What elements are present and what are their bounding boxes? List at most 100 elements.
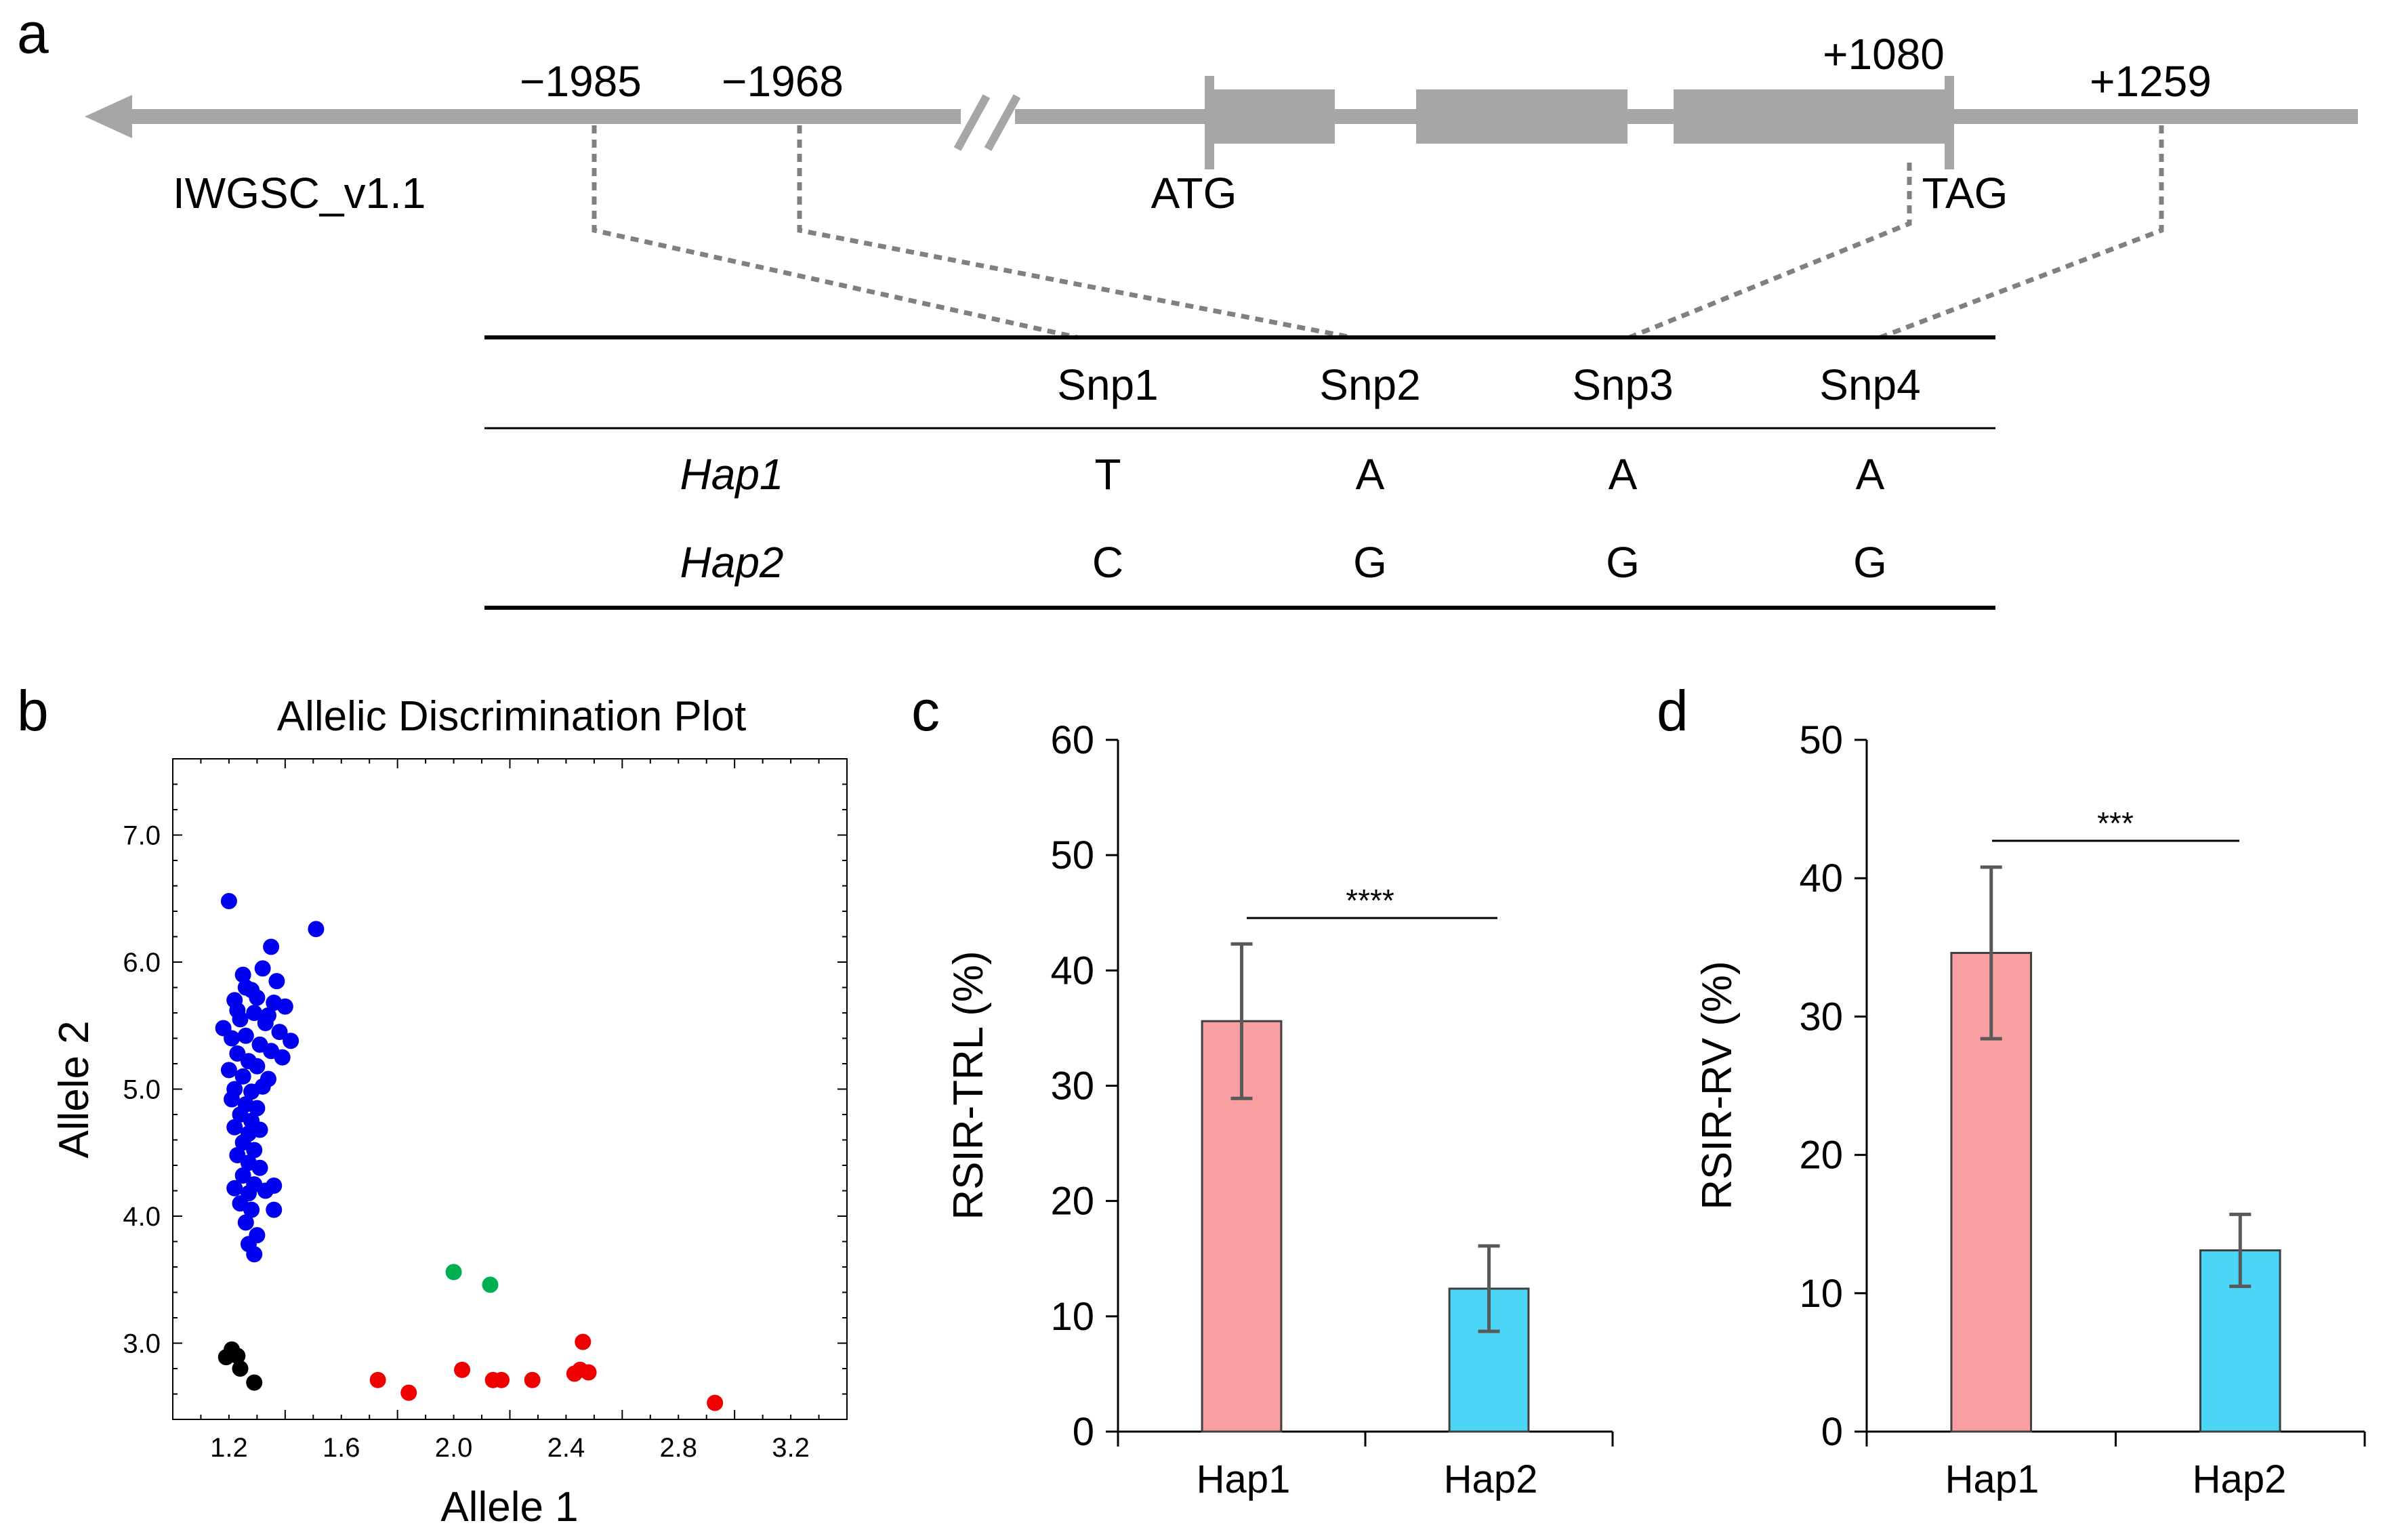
bar-c-y-tick-labels: 0 10 20 30 40 50 60 (1050, 718, 1094, 1454)
scatter-x-axis-label: Allele 1 (440, 1484, 578, 1531)
x-tick-label: 2.0 (435, 1433, 473, 1463)
scatter-plot-frame (172, 758, 848, 1420)
x-tick-label: Hap1 (1945, 1457, 2039, 1501)
y-tick-label: 50 (1799, 718, 1843, 762)
blue-genotype-point (226, 1119, 243, 1136)
scatter-y-axis-label: Allele 2 (51, 1020, 98, 1158)
panel-a: a IWGSC_v1.1 −1985 −1968 +1080 +1259 ATG… (17, 1, 2358, 610)
blue-genotype-point (246, 1246, 263, 1263)
blue-genotype-point (251, 1159, 268, 1176)
snp-connectors (592, 125, 2164, 340)
y-tick-label: 10 (1799, 1272, 1843, 1316)
blue-genotype-point (274, 1049, 291, 1066)
black-genotype-point (229, 1348, 246, 1365)
blue-genotype-point (229, 1002, 246, 1019)
position-label-2: −1968 (722, 57, 844, 106)
table-cell: G (1853, 538, 1887, 587)
green-genotype-point (482, 1276, 499, 1293)
y-tick-label: 20 (1050, 1180, 1094, 1224)
panel-d: d 0 10 20 30 40 50 *** Hap1 Hap2 RSIR-RV… (1657, 679, 2366, 1501)
y-tick-label: 40 (1799, 856, 1843, 900)
axis-break-mark-1 (953, 94, 991, 151)
error-bar-hap2 (2229, 1212, 2252, 1289)
panel-a-label: a (17, 1, 49, 65)
error-bar-hap1 (1980, 865, 2002, 1041)
scatter-x-tick-labels: 1.2 1.6 2.0 2.4 2.8 3.2 (210, 1433, 810, 1463)
bar-c-ticks (1106, 738, 1614, 1447)
axis-break-mark-2 (984, 94, 1021, 151)
orientation-arrow (85, 95, 132, 138)
table-header-cell: Snp2 (1319, 360, 1420, 409)
table-cell: G (1353, 538, 1387, 587)
blue-genotype-point (234, 1167, 251, 1184)
snp1-connector (592, 125, 1078, 340)
y-tick-label: 0 (1821, 1410, 1843, 1454)
scatter-ticks (172, 758, 848, 1420)
x-tick-label: 1.2 (210, 1433, 248, 1463)
table-cell: T (1094, 450, 1121, 499)
blue-genotype-point (246, 1142, 263, 1159)
y-tick-label: 50 (1050, 833, 1094, 877)
table-header-cell: Snp3 (1572, 360, 1673, 409)
blue-genotype-point (268, 973, 285, 990)
y-tick-label: 0 (1073, 1410, 1094, 1454)
y-tick-label: 30 (1799, 995, 1843, 1039)
reference-label: IWGSC_v1.1 (173, 169, 426, 217)
blue-genotype-point (249, 989, 266, 1006)
panel-c-label: c (911, 679, 940, 743)
error-bar-hap2 (1478, 1244, 1500, 1333)
x-tick-label: Hap1 (1197, 1457, 1291, 1501)
red-genotype-point (369, 1371, 386, 1388)
y-tick-label: 40 (1050, 949, 1094, 993)
blue-genotype-point (260, 1007, 276, 1024)
error-bar-hap1 (1230, 942, 1253, 1100)
red-genotype-point (707, 1394, 724, 1411)
blue-genotype-point (246, 1005, 263, 1021)
blue-genotype-point (263, 938, 280, 955)
haplotype-table: Snp1 Snp2 Snp3 Snp4 Hap1 T A A A Hap2 C … (484, 335, 1995, 610)
snp2-connector (797, 125, 1352, 340)
x-tick-label: 2.8 (659, 1433, 697, 1463)
blue-genotype-point (271, 1024, 288, 1041)
position-label-3: +1080 (1823, 30, 1945, 79)
x-tick-label: Hap2 (2193, 1457, 2287, 1501)
scatter-y-tick-labels: 3.0 4.0 5.0 6.0 7.0 (123, 821, 161, 1359)
table-row-name: Hap1 (680, 450, 784, 499)
blue-genotype-point (234, 966, 251, 983)
panel-b-label: b (17, 679, 49, 743)
table-cell: A (1609, 450, 1638, 499)
black-genotype-point (246, 1374, 263, 1391)
table-row-name: Hap2 (680, 538, 784, 587)
blue-genotype-point (266, 1201, 283, 1218)
red-genotype-point (580, 1364, 597, 1381)
position-label-4: +1259 (2090, 57, 2212, 106)
bar-d-y-tick-labels: 0 10 20 30 40 50 (1799, 718, 1843, 1454)
y-tick-label: 10 (1050, 1295, 1094, 1339)
green-genotype-point (445, 1264, 462, 1281)
snp3-connector (1628, 163, 1912, 340)
blue-genotype-point (249, 1058, 266, 1075)
panel-b: b Allelic Discrimination Plot 1.2 1.6 2.… (17, 679, 848, 1531)
exon-2 (1416, 89, 1628, 144)
blue-genotype-point (234, 1068, 251, 1085)
scatter-points (215, 893, 724, 1411)
significance-label: *** (2097, 806, 2134, 841)
blue-genotype-point (224, 1030, 241, 1047)
x-tick-label: 3.2 (772, 1433, 810, 1463)
table-cell: C (1092, 538, 1123, 587)
blue-genotype-point (226, 1180, 243, 1196)
table-cell: G (1606, 538, 1640, 587)
blue-genotype-point (308, 921, 325, 938)
table-cell: A (1356, 450, 1385, 499)
tag-label: TAG (1922, 169, 2008, 217)
blue-genotype-point (254, 960, 271, 977)
blue-genotype-point (220, 893, 237, 909)
x-tick-label: Hap2 (1444, 1457, 1538, 1501)
blue-genotype-point (249, 1100, 266, 1117)
bar-d-y-axis-label: RSIR-RV (%) (1694, 961, 1741, 1209)
blue-genotype-point (243, 1201, 260, 1218)
blue-genotype-point (283, 1033, 299, 1049)
red-genotype-point (454, 1361, 471, 1378)
table-cell: A (1856, 450, 1885, 499)
